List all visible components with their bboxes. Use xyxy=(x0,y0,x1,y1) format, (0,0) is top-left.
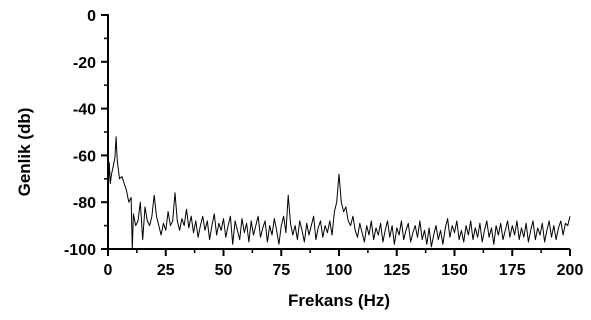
spectrum-line xyxy=(107,136,571,250)
x-tick-label: 200 xyxy=(557,262,584,279)
x-tick-label: 150 xyxy=(441,262,468,279)
y-tick-label: -60 xyxy=(73,148,96,165)
x-tick-label: 100 xyxy=(326,262,353,279)
x-tick-label: 175 xyxy=(499,262,526,279)
y-tick-label: -100 xyxy=(64,242,96,259)
x-tick-label: 75 xyxy=(272,262,290,279)
y-axis-title: Genlik (db) xyxy=(15,108,34,197)
x-tick-label: 125 xyxy=(383,262,410,279)
x-tick-label: 25 xyxy=(157,262,175,279)
x-tick-label: 0 xyxy=(104,262,113,279)
x-tick-label: 50 xyxy=(215,262,233,279)
x-axis-title: Frekans (Hz) xyxy=(288,291,390,310)
y-tick-label: -40 xyxy=(73,102,96,119)
y-tick-label: 0 xyxy=(87,8,96,25)
y-tick-label: -80 xyxy=(73,195,96,212)
y-tick-label: -20 xyxy=(73,55,96,72)
plot-area xyxy=(107,136,571,250)
chart-axes: 0 -20 -40 -60 -80 -100 0 25 50 75 100 125 150 175 200 xyxy=(64,8,583,279)
